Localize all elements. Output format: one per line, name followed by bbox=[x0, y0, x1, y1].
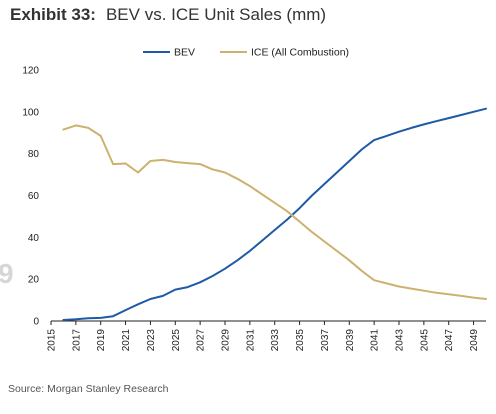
x-tick-label: 2017 bbox=[71, 329, 82, 352]
y-tick-label: 80 bbox=[28, 149, 40, 160]
y-tick-label: 60 bbox=[28, 191, 40, 202]
title-text: BEV vs. ICE Unit Sales (mm) bbox=[105, 5, 327, 24]
x-tick-label: 2021 bbox=[121, 329, 132, 352]
x-tick-label: 2023 bbox=[146, 329, 157, 352]
x-tick-label: 2041 bbox=[370, 329, 381, 352]
exhibit-label: Exhibit 33: bbox=[10, 5, 96, 24]
chart-title: Exhibit 33: BEV vs. ICE Unit Sales (mm) bbox=[10, 5, 326, 25]
x-tick-label: 2033 bbox=[270, 329, 281, 352]
y-tick-label: 40 bbox=[28, 233, 40, 244]
x-tick-label: 2043 bbox=[395, 329, 406, 352]
x-tick-label: 2027 bbox=[196, 329, 207, 352]
x-tick-label: 2045 bbox=[419, 329, 430, 352]
x-tick-label: 2025 bbox=[171, 329, 182, 352]
y-tick-label: 120 bbox=[22, 66, 39, 77]
y-tick-label: 100 bbox=[22, 107, 39, 118]
x-tick-label: 2047 bbox=[444, 329, 455, 352]
x-tick-label: 2035 bbox=[295, 329, 306, 352]
x-tick-label: 2019 bbox=[96, 329, 107, 352]
legend-ice-label: ICE (All Combustion) bbox=[251, 47, 349, 59]
x-tick-label: 2031 bbox=[245, 329, 256, 352]
x-tick-label: 2039 bbox=[345, 329, 356, 352]
x-tick-label: 2029 bbox=[221, 329, 232, 352]
legend-bev-label: BEV bbox=[174, 47, 195, 59]
source-note: Source: Morgan Stanley Research bbox=[8, 383, 169, 395]
ice-series-line bbox=[62, 124, 487, 300]
x-tick-label: 2037 bbox=[320, 329, 331, 352]
y-tick-label: 20 bbox=[28, 275, 40, 286]
x-tick-label: 2015 bbox=[47, 329, 58, 352]
x-tick-label: 2049 bbox=[469, 329, 480, 352]
bev-series-line bbox=[62, 107, 487, 321]
watermark: 9 bbox=[0, 258, 14, 289]
line-chart: 0 20 40 60 80 100 120 2015 2017 2019 2021 2023 2025 2… bbox=[22, 47, 487, 352]
y-tick-label: 0 bbox=[33, 317, 39, 328]
